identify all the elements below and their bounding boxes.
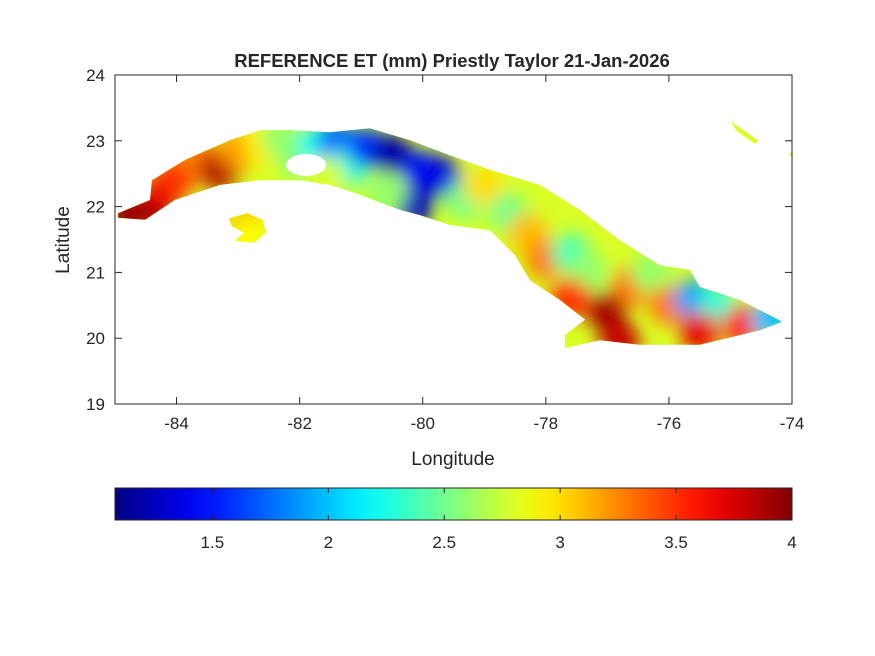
chart-title: REFERENCE ET (mm) Priestly Taylor 21-Jan… bbox=[234, 50, 670, 71]
y-tick-label: 23 bbox=[86, 132, 105, 151]
y-axis-label: Latitude bbox=[53, 206, 74, 274]
heatmap-cell bbox=[230, 216, 271, 257]
colorbar-tick-label: 2 bbox=[324, 533, 333, 552]
y-tick-label: 21 bbox=[86, 263, 105, 282]
axes-box bbox=[114, 74, 793, 405]
x-tick-label: -78 bbox=[534, 414, 559, 433]
colorbar-gradient bbox=[114, 487, 793, 521]
heatmap-base bbox=[118, 121, 792, 349]
x-tick-label: -74 bbox=[780, 414, 805, 433]
colorbar-tick-label: 3 bbox=[555, 533, 564, 552]
heatmap-cell bbox=[464, 166, 505, 207]
x-tick-label: -82 bbox=[287, 414, 312, 433]
x-tick-label: -76 bbox=[657, 414, 682, 433]
heatmap-cell bbox=[365, 173, 406, 214]
y-tick-label: 20 bbox=[86, 329, 105, 348]
y-tick-label: 19 bbox=[86, 395, 105, 414]
y-tick-label: 22 bbox=[86, 198, 105, 217]
heatmap-cell bbox=[550, 278, 591, 319]
colorbar-tick-label: 1.5 bbox=[201, 533, 225, 552]
colorbar-tick-label: 4 bbox=[787, 533, 796, 552]
masked-water-area bbox=[286, 154, 326, 176]
y-tick-label: 24 bbox=[86, 66, 105, 85]
heatmap-cells bbox=[118, 121, 791, 349]
heatmap-cell bbox=[371, 133, 412, 174]
heatmap-cell bbox=[750, 298, 791, 339]
colorbar: 1.5 2 2.5 3 3.5 4 bbox=[114, 487, 797, 552]
heatmap-layer bbox=[118, 121, 792, 349]
x-tick-label: -84 bbox=[164, 414, 189, 433]
colorbar-tick-label: 3.5 bbox=[664, 533, 688, 552]
x-axis-label: Longitude bbox=[411, 449, 494, 470]
heatmap-cell bbox=[679, 311, 720, 349]
map-axes: -84 -82 -80 -78 -76 -74 19 20 21 22 23 24 bbox=[86, 66, 804, 433]
x-tick-label: -80 bbox=[410, 414, 435, 433]
heatmap-cell bbox=[599, 321, 640, 349]
colorbar-tick-label: 2.5 bbox=[432, 533, 456, 552]
